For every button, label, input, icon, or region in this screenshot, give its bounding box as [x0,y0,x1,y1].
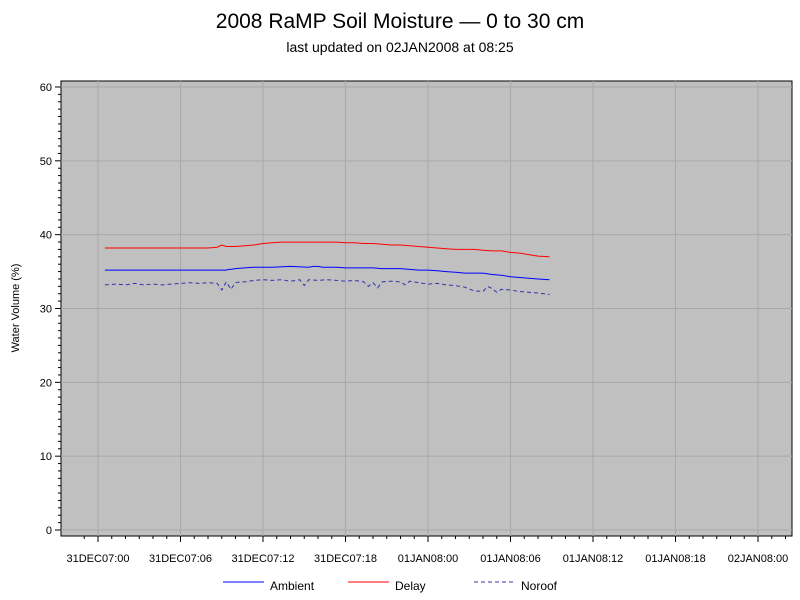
y-tick-label: 30 [40,304,52,316]
x-tick-label: 01JAN08:00 [398,553,459,565]
y-axis-label: Water Volume (%) [10,264,22,353]
legend-label-ambient: Ambient [270,579,315,593]
y-tick-label: 10 [40,451,52,463]
y-tick-label: 60 [40,82,52,94]
x-tick-label: 31DEC07:00 [67,553,130,565]
y-tick-label: 20 [40,377,52,389]
legend-label-noroof: Noroof [521,579,558,593]
y-tick-label: 50 [40,156,52,168]
x-tick-label: 01JAN08:12 [563,553,624,565]
series-line-ambient [104,265,550,281]
y-tick-label: 0 [46,525,52,537]
legend-label-delay: Delay [395,579,426,593]
x-tick-label: 01JAN08:06 [480,553,541,565]
grid-lines [61,81,792,536]
y-axis: 0 10 20 30 40 50 60 [40,82,61,537]
y-tick-label: 40 [40,230,52,242]
x-tick-label: 31DEC07:06 [149,553,212,565]
series-line-noroof [104,279,550,295]
x-axis: 31DEC07:00 31DEC07:06 31DEC07:12 31DEC07:18… [67,536,789,565]
x-tick-label: 31DEC07:12 [232,553,295,565]
series-lines [104,241,550,295]
legend: Ambient Delay Noroof [223,579,558,593]
series-line-delay [104,241,550,258]
x-tick-label: 31DEC07:18 [314,553,377,565]
x-tick-label: 01JAN08:18 [645,553,706,565]
x-tick-label: 02JAN08:00 [728,553,789,565]
chart-subtitle: last updated on 02JAN2008 at 08:25 [286,39,514,55]
chart-title: 2008 RaMP Soil Moisture — 0 to 30 cm [216,10,584,33]
